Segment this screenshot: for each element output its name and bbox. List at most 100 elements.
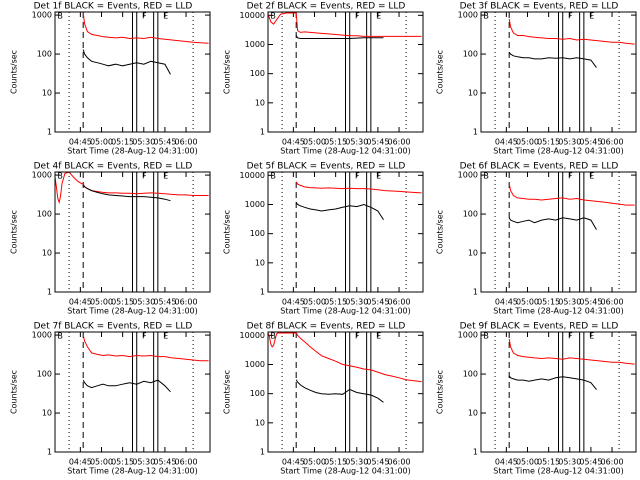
- x-tick-label: 05:00: [90, 138, 113, 147]
- y-tick-label: 1000: [245, 360, 265, 369]
- y-tick-label: 1: [47, 288, 52, 297]
- annotation: F: [568, 172, 573, 181]
- x-axis-label: Start Time (28-Aug-12 04:31:00): [280, 307, 411, 316]
- x-tick-label: 05:15: [324, 298, 347, 307]
- plot-frame: [54, 171, 211, 293]
- chart-title: Det 2f BLACK = Events, RED = LLD: [247, 2, 406, 12]
- y-tick-label: 10000: [240, 171, 265, 180]
- annotation: B: [57, 332, 63, 341]
- annotation: B: [270, 172, 276, 181]
- x-tick-label: 05:15: [537, 138, 560, 147]
- x-tick-label: 05:30: [132, 298, 155, 307]
- data-line: [268, 12, 422, 37]
- x-axis-label: Start Time (28-Aug-12 04:31:00): [493, 147, 624, 156]
- y-axis-label: Counts/sec: [223, 210, 232, 254]
- y-axis-label: Counts/sec: [436, 50, 445, 94]
- x-tick-label: 05:45: [579, 138, 602, 147]
- data-line: [508, 183, 635, 206]
- annotation: F: [568, 332, 573, 341]
- x-axis-label: Start Time (28-Aug-12 04:31:00): [67, 467, 198, 476]
- y-tick-label: 10: [468, 409, 478, 418]
- panel: Det 6f BLACK = Events, RED = LLD Start Ti…: [436, 162, 637, 316]
- x-tick-label: 05:00: [516, 138, 539, 147]
- panel: Det 9f BLACK = Events, RED = LLD Start Ti…: [436, 322, 637, 476]
- x-tick-label: 05:45: [366, 138, 389, 147]
- x-tick-label: 05:15: [537, 458, 560, 467]
- x-tick-label: 05:15: [324, 138, 347, 147]
- annotation: E: [163, 172, 168, 181]
- x-tick-label: 06:00: [388, 458, 411, 467]
- x-axis-label: Start Time (28-Aug-12 04:31:00): [280, 147, 411, 156]
- y-tick-label: 10: [255, 418, 265, 427]
- x-tick-label: 05:30: [345, 138, 368, 147]
- y-tick-label: 100: [463, 210, 478, 219]
- x-tick-label: 05:30: [558, 298, 581, 307]
- plot-frame: [480, 331, 637, 453]
- data-line: [295, 201, 384, 220]
- y-tick-label: 100: [463, 370, 478, 379]
- y-axis-label: Counts/sec: [223, 370, 232, 414]
- data-line: [508, 338, 635, 365]
- y-tick-label: 1000: [32, 331, 52, 340]
- y-tick-label: 10000: [240, 11, 265, 20]
- y-axis-label: Counts/sec: [436, 210, 445, 254]
- x-tick-label: 06:00: [175, 458, 198, 467]
- y-tick-label: 1000: [245, 200, 265, 209]
- y-tick-label: 10: [42, 249, 52, 258]
- y-tick-label: 1: [473, 128, 478, 137]
- annotation: F: [355, 172, 360, 181]
- data-line: [295, 379, 384, 403]
- plot-frame: [267, 331, 424, 453]
- x-tick-label: 05:00: [516, 298, 539, 307]
- x-tick-label: 05:00: [303, 138, 326, 147]
- x-tick-label: 05:30: [558, 138, 581, 147]
- panel: Det 2f BLACK = Events, RED = LLD Start Ti…: [223, 2, 424, 156]
- x-tick-label: 04:45: [282, 138, 305, 147]
- data-line: [508, 18, 635, 45]
- plot-frame: [267, 11, 424, 133]
- plot-frame: [480, 171, 637, 293]
- y-axis-label: Counts/sec: [10, 50, 19, 94]
- data-line: [508, 52, 597, 68]
- annotation: E: [589, 172, 594, 181]
- x-tick-label: 06:00: [601, 298, 624, 307]
- x-tick-label: 05:00: [303, 298, 326, 307]
- x-axis-label: Start Time (28-Aug-12 04:31:00): [67, 307, 198, 316]
- annotation: E: [376, 332, 381, 341]
- y-tick-label: 1: [260, 288, 265, 297]
- panel: Det 7f BLACK = Events, RED = LLD Start Ti…: [10, 322, 211, 476]
- y-tick-label: 1: [260, 448, 265, 457]
- annotation: E: [376, 12, 381, 21]
- chart-title: Det 7f BLACK = Events, RED = LLD: [34, 322, 193, 332]
- x-tick-label: 05:30: [345, 298, 368, 307]
- x-tick-label: 05:45: [579, 458, 602, 467]
- y-tick-label: 1000: [32, 171, 52, 180]
- y-tick-label: 1000: [458, 171, 478, 180]
- y-tick-label: 1: [47, 448, 52, 457]
- data-line: [508, 217, 597, 230]
- x-tick-label: 05:30: [558, 458, 581, 467]
- x-tick-label: 05:00: [90, 298, 113, 307]
- chart-title: Det 6f BLACK = Events, RED = LLD: [460, 162, 619, 172]
- x-tick-label: 05:15: [111, 458, 134, 467]
- y-axis-label: Counts/sec: [436, 370, 445, 414]
- panel: Det 3f BLACK = Events, RED = LLD Start Ti…: [436, 2, 637, 156]
- data-line: [295, 35, 384, 39]
- x-tick-label: 05:45: [153, 458, 176, 467]
- data-line: [82, 334, 209, 362]
- y-tick-label: 10: [255, 258, 265, 267]
- y-axis-label: Counts/sec: [10, 210, 19, 254]
- y-tick-label: 100: [250, 389, 265, 398]
- x-tick-label: 05:15: [111, 138, 134, 147]
- annotation: E: [589, 12, 594, 21]
- x-tick-label: 05:15: [537, 298, 560, 307]
- annotation: F: [142, 172, 147, 181]
- data-line: [295, 181, 422, 194]
- data-line: [82, 379, 171, 393]
- plot-frame: [480, 11, 637, 133]
- y-tick-label: 10: [468, 249, 478, 258]
- chart-title: Det 1f BLACK = Events, RED = LLD: [34, 2, 193, 12]
- data-line: [82, 184, 171, 202]
- y-tick-label: 1: [47, 128, 52, 137]
